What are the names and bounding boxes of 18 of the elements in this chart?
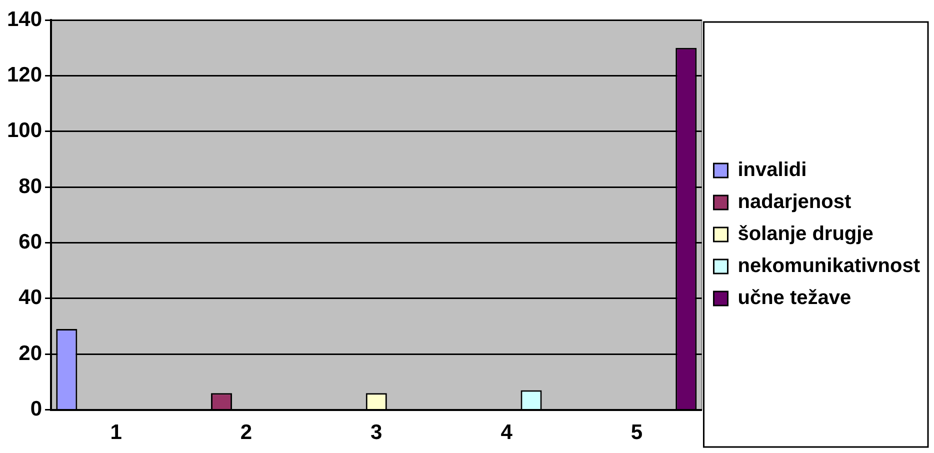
x-tick-label: 4 — [500, 421, 513, 444]
legend-label: učne težave — [738, 287, 852, 310]
x-tick-label: 3 — [370, 421, 382, 444]
y-tick-label: 60 — [18, 230, 42, 254]
x-tick-label: 5 — [630, 421, 643, 444]
y-tick-label: 40 — [18, 286, 42, 310]
y-tick-label: 20 — [18, 342, 42, 365]
y-tick-label: 100 — [6, 119, 42, 142]
legend-label: nadarjenost — [738, 191, 852, 214]
legend-label: nekomunikativnost — [738, 255, 920, 278]
legend-label: invalidi — [738, 159, 807, 182]
y-tick-label: 120 — [6, 63, 42, 86]
y-tick-label: 0 — [30, 398, 42, 421]
x-tick-label: 1 — [110, 421, 122, 444]
x-tick-label: 2 — [240, 421, 252, 444]
y-tick-label: 140 — [6, 8, 42, 31]
legend-label: šolanje drugje — [738, 223, 874, 246]
y-tick-label: 80 — [18, 174, 42, 198]
